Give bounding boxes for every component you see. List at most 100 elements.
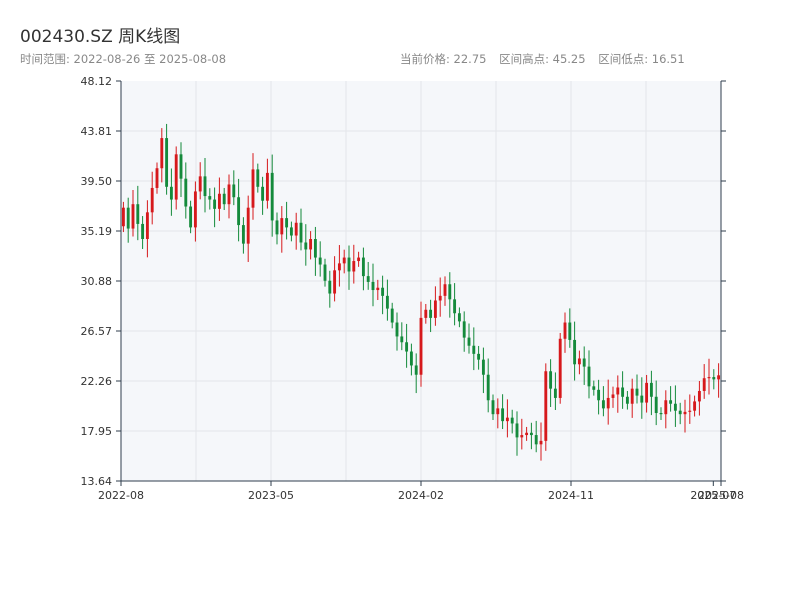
candle (529, 422, 533, 450)
candle (616, 375, 620, 413)
candle-body (515, 423, 519, 438)
candle-body (193, 191, 197, 228)
candle-body (208, 196, 212, 200)
candle-body (678, 410, 682, 415)
candle-body (222, 193, 226, 205)
candle-body (309, 239, 313, 250)
grid-lines (121, 81, 721, 481)
candle (165, 123, 169, 195)
candle (232, 170, 236, 206)
candle-body (712, 377, 716, 380)
candle-body (693, 401, 697, 411)
candle (630, 378, 634, 418)
candle (649, 370, 653, 416)
candle (121, 201, 125, 233)
candle-body (697, 390, 701, 402)
candle (313, 226, 317, 276)
candle-body (496, 408, 500, 415)
candle (525, 426, 529, 441)
candle (261, 176, 265, 215)
candle (155, 162, 159, 194)
candle (544, 363, 548, 451)
candle-body (289, 227, 293, 236)
candle (587, 350, 591, 399)
candle (645, 374, 649, 413)
y-tick-label: 26.57 (81, 325, 113, 338)
candle-body (520, 435, 524, 438)
candle-body (621, 387, 625, 397)
range-low: 区间低点: 16.51 (598, 52, 685, 66)
candle-body (414, 365, 418, 375)
candle-body (232, 184, 236, 198)
candle-body (294, 222, 298, 236)
candle-body (131, 204, 135, 229)
candle (592, 380, 596, 396)
candle (357, 251, 361, 267)
candle (323, 258, 327, 287)
x-axis-ticks: 2022-08 2023-05 2024-02 2024-11 2025-072025-… (98, 481, 744, 502)
candle (256, 163, 260, 193)
candle (558, 332, 562, 404)
candle-body (169, 186, 173, 200)
candle-body (217, 193, 221, 209)
candle-body (640, 395, 644, 403)
candle-body (179, 154, 183, 179)
candle-body (669, 400, 673, 404)
candle-body (304, 242, 308, 250)
candle (414, 353, 418, 394)
candle-body (539, 440, 543, 445)
candle-body (381, 287, 385, 296)
candle-body (313, 239, 317, 258)
candle-body (448, 284, 452, 300)
candle-body (237, 197, 241, 226)
candle (702, 364, 706, 399)
candle-body (577, 358, 581, 365)
candle-body (683, 411, 687, 415)
candle-body (337, 263, 341, 271)
candle-body (457, 313, 461, 322)
candle (241, 217, 245, 254)
candle (659, 407, 663, 420)
candle-body (342, 257, 346, 264)
candle-body (453, 299, 457, 314)
candle (640, 377, 644, 419)
x-tick-label: 2023-05 (248, 489, 294, 502)
candle (664, 390, 668, 429)
candle-body (361, 257, 365, 277)
candle-body (472, 345, 476, 354)
candle (366, 261, 370, 290)
x-tick-label: 2024-11 (548, 489, 594, 502)
candle (688, 394, 692, 424)
candle (606, 379, 610, 425)
candle (131, 190, 135, 237)
y-tick-label: 22.26 (81, 375, 113, 388)
candle-body (673, 403, 677, 411)
candle-body (246, 207, 250, 244)
candle-body (275, 220, 279, 235)
candle-body (141, 223, 145, 240)
candle-body (573, 339, 577, 365)
y-axis-ticks: 48.12 43.81 39.50 35.19 30.88 26.57 22.26 17.95… (81, 75, 726, 488)
candle (208, 188, 212, 210)
candle (501, 394, 505, 430)
x-tick-label: 2022-08 (98, 489, 144, 502)
candle-body (645, 382, 649, 403)
candle-body (649, 382, 653, 397)
candle (222, 187, 226, 211)
candle-body (371, 281, 375, 291)
candle (270, 154, 274, 237)
candle-body (419, 317, 423, 375)
candle-body (625, 396, 629, 404)
candle-body (563, 322, 567, 339)
candle (184, 162, 188, 219)
candle (520, 418, 524, 450)
candle (169, 168, 173, 216)
candle-body (630, 388, 634, 404)
candle-body (121, 207, 125, 227)
candle (625, 390, 629, 410)
candle-body (707, 377, 711, 379)
candle (472, 327, 476, 371)
candle (294, 212, 298, 250)
candle-body (285, 218, 289, 228)
y-tick-label: 13.64 (81, 475, 113, 488)
